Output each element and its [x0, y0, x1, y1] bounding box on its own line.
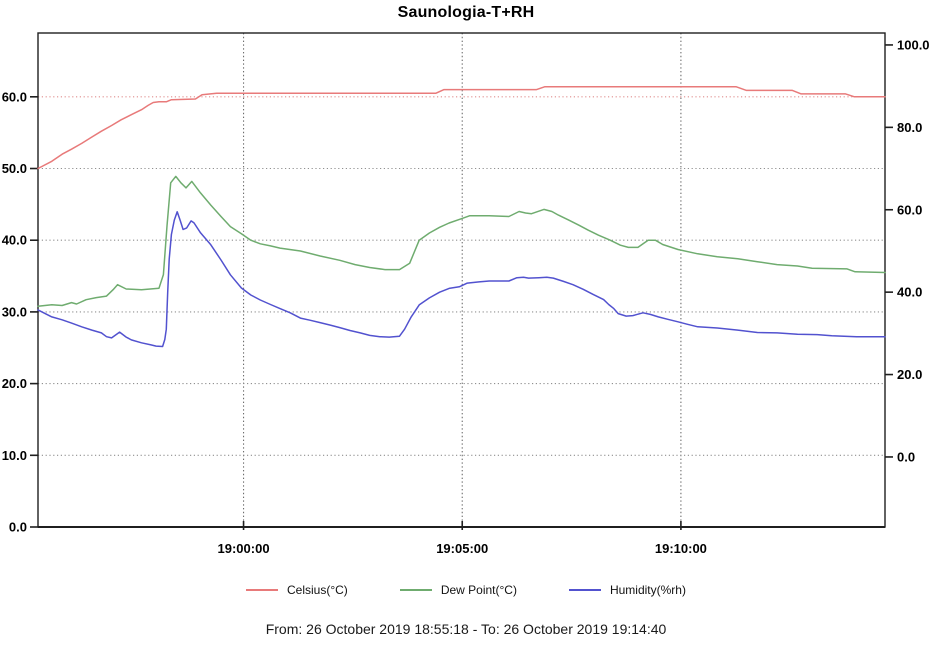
right-axis-label: 80.0	[897, 120, 922, 135]
x-axis-label: 19:10:00	[655, 541, 707, 556]
legend-item-humidity: Humidity(%rh)	[568, 583, 686, 597]
right-axis-label: 40.0	[897, 285, 922, 300]
legend-item-celsius: Celsius(°C)	[246, 583, 348, 597]
left-axis-label: 60.0	[2, 89, 27, 104]
chart-svg: 19:00:00 19:05:00 19:10:00 0.0 10.0 20.0 30.0 4…	[2, 32, 930, 556]
x-axis-label: 19:00:00	[218, 541, 270, 556]
left-axis-label: 30.0	[2, 304, 27, 319]
right-axis-label: 60.0	[897, 202, 922, 217]
left-axis-label: 40.0	[2, 233, 27, 248]
left-axis-label: 10.0	[2, 448, 27, 463]
right-axis-label: 0.0	[897, 449, 915, 464]
legend-swatch-celsius	[246, 589, 278, 591]
right-axis-label: 100.0	[897, 37, 930, 52]
legend-label-celsius: Celsius(°C)	[287, 583, 348, 597]
legend-item-dew-point: Dew Point(°C)	[399, 583, 517, 597]
left-axis-label: 50.0	[2, 161, 27, 176]
series-humidity	[37, 211, 886, 348]
plot-border	[37, 32, 886, 528]
x-axis-label: 19:05:00	[436, 541, 488, 556]
left-axis-label: 20.0	[2, 376, 27, 391]
right-axis-label: 20.0	[897, 367, 922, 382]
series-celsius	[37, 86, 886, 170]
legend-swatch-humidity	[568, 589, 601, 591]
left-axis-label: 0.0	[9, 520, 27, 535]
legend-label-dew-point: Dew Point(°C)	[440, 583, 517, 597]
page-title: Saunologia-T+RH	[397, 4, 535, 21]
series-dew-point	[37, 175, 886, 307]
footer-text: From: 26 October 2019 18:55:18 - To: 26 …	[265, 621, 667, 637]
legend: Celsius(°C) Dew Point(°C) Humidity(%rh)	[0, 583, 932, 597]
legend-label-humidity: Humidity(%rh)	[609, 583, 686, 597]
legend-swatch-dew-point	[399, 589, 432, 591]
